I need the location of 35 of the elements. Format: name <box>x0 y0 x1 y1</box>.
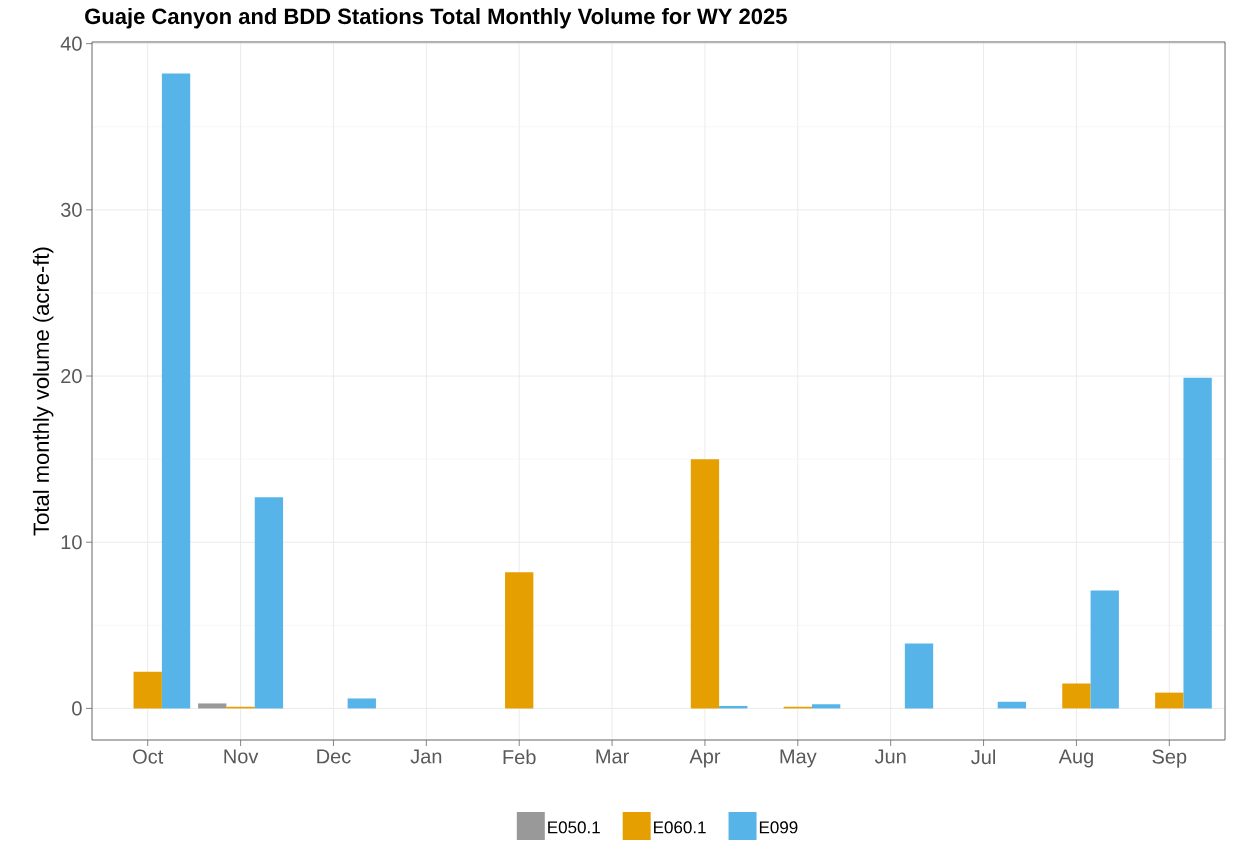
x-tick-label: Jun <box>874 749 906 764</box>
x-tick-label: Oct <box>133 749 164 764</box>
bar <box>254 497 284 709</box>
y-tick-label: 30 <box>61 202 82 217</box>
legend-label: E060.1 <box>654 821 706 834</box>
bar <box>690 459 720 709</box>
y-axis-title: Total monthly volume (acre-ft) <box>32 247 54 536</box>
x-tick-label: Nov <box>224 749 259 764</box>
x-tick-label: Jan <box>410 749 442 764</box>
legend-label: E050.1 <box>548 821 600 834</box>
x-tick-label: May <box>780 749 817 768</box>
y-tick-label: 10 <box>61 535 82 550</box>
bar <box>1183 377 1212 709</box>
bar <box>133 671 162 709</box>
x-tick-label: Feb <box>503 749 536 765</box>
x-tick-label: Jul <box>971 749 995 765</box>
x-tick-label: Dec <box>317 749 351 764</box>
y-tick-label: 20 <box>61 368 82 384</box>
x-tick-label: Aug <box>1058 749 1093 768</box>
x-tick-label: Mar <box>596 749 629 764</box>
bar <box>347 698 376 709</box>
legend-label: E099 <box>759 821 798 834</box>
bar <box>1090 590 1119 709</box>
y-tick-label: 0 <box>72 701 82 716</box>
bar <box>198 703 227 709</box>
bar <box>505 572 534 709</box>
chart-title: Guaje Canyon and BDD Stations Total Monthly Volume for WY 2025 <box>85 7 787 29</box>
bar <box>811 704 841 709</box>
x-tick-label: Sep <box>1152 749 1187 768</box>
y-tick-label: 40 <box>60 36 82 51</box>
bar <box>161 73 191 709</box>
bar <box>904 643 934 709</box>
bar <box>1062 683 1091 709</box>
bar <box>1155 692 1184 709</box>
x-tick-label: Apr <box>689 749 721 768</box>
